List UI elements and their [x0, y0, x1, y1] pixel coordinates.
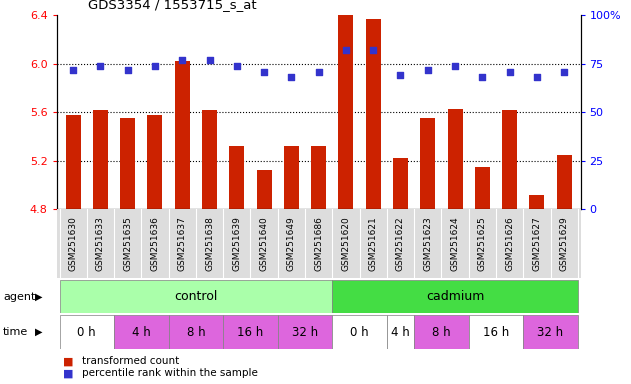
- Bar: [420, 118, 435, 209]
- Text: 16 h: 16 h: [483, 326, 509, 339]
- Bar: [387, 315, 414, 349]
- Bar: [447, 109, 463, 209]
- Bar: [502, 110, 517, 209]
- Text: transformed count: transformed count: [82, 356, 179, 366]
- Text: GSM251625: GSM251625: [478, 217, 487, 271]
- Bar: [202, 110, 217, 209]
- Text: ▶: ▶: [35, 291, 42, 302]
- Point: [368, 47, 378, 53]
- Bar: [148, 115, 163, 209]
- Text: GSM251629: GSM251629: [560, 217, 569, 271]
- Bar: [168, 315, 223, 349]
- Point: [286, 74, 297, 81]
- Bar: [333, 280, 578, 313]
- Bar: [59, 315, 114, 349]
- Bar: [366, 19, 380, 209]
- Bar: [475, 167, 490, 209]
- Bar: [529, 195, 545, 209]
- Point: [505, 68, 515, 74]
- Text: agent: agent: [3, 291, 35, 302]
- Text: GSM251621: GSM251621: [369, 217, 378, 271]
- Bar: [393, 158, 408, 209]
- Bar: [278, 315, 333, 349]
- Bar: [93, 110, 108, 209]
- Text: GSM251686: GSM251686: [314, 217, 323, 271]
- Text: GSM251626: GSM251626: [505, 217, 514, 271]
- Point: [150, 63, 160, 69]
- Text: GDS3354 / 1553715_s_at: GDS3354 / 1553715_s_at: [88, 0, 257, 12]
- Point: [477, 74, 487, 81]
- Bar: [414, 315, 469, 349]
- Text: cadmium: cadmium: [426, 290, 484, 303]
- Text: GSM251630: GSM251630: [69, 217, 78, 271]
- Text: GSM251638: GSM251638: [205, 217, 214, 271]
- Point: [95, 63, 105, 69]
- Text: 0 h: 0 h: [78, 326, 96, 339]
- Bar: [333, 315, 387, 349]
- Bar: [523, 315, 578, 349]
- Point: [396, 73, 406, 79]
- Text: GSM251640: GSM251640: [259, 217, 269, 271]
- Point: [177, 57, 187, 63]
- Text: 4 h: 4 h: [391, 326, 410, 339]
- Point: [559, 68, 569, 74]
- Text: GSM251639: GSM251639: [232, 217, 241, 271]
- Text: GSM251636: GSM251636: [150, 217, 160, 271]
- Text: ■: ■: [63, 356, 74, 366]
- Text: GSM251637: GSM251637: [178, 217, 187, 271]
- Point: [423, 66, 433, 73]
- Bar: [557, 155, 572, 209]
- Bar: [257, 170, 271, 209]
- Text: 8 h: 8 h: [187, 326, 205, 339]
- Point: [450, 63, 460, 69]
- Text: 0 h: 0 h: [350, 326, 369, 339]
- Bar: [59, 280, 333, 313]
- Text: 16 h: 16 h: [237, 326, 264, 339]
- Text: control: control: [174, 290, 218, 303]
- Bar: [284, 146, 299, 209]
- Text: 8 h: 8 h: [432, 326, 451, 339]
- Text: GSM251635: GSM251635: [123, 217, 133, 271]
- Bar: [66, 115, 81, 209]
- Text: GSM251620: GSM251620: [341, 217, 350, 271]
- Point: [259, 68, 269, 74]
- Point: [314, 68, 324, 74]
- Text: GSM251623: GSM251623: [423, 217, 432, 271]
- Text: 4 h: 4 h: [132, 326, 151, 339]
- Point: [341, 47, 351, 53]
- Text: GSM251627: GSM251627: [533, 217, 541, 271]
- Text: ■: ■: [63, 368, 74, 379]
- Text: 32 h: 32 h: [292, 326, 318, 339]
- Bar: [121, 118, 135, 209]
- Bar: [229, 146, 244, 209]
- Point: [68, 66, 78, 73]
- Bar: [338, 15, 353, 209]
- Text: GSM251622: GSM251622: [396, 217, 405, 271]
- Bar: [311, 146, 326, 209]
- Text: GSM251624: GSM251624: [451, 217, 459, 271]
- Point: [204, 57, 215, 63]
- Bar: [223, 315, 278, 349]
- Text: GSM251649: GSM251649: [287, 217, 296, 271]
- Text: time: time: [3, 327, 28, 337]
- Bar: [469, 315, 523, 349]
- Text: ▶: ▶: [35, 327, 42, 337]
- Text: percentile rank within the sample: percentile rank within the sample: [82, 368, 258, 379]
- Point: [232, 63, 242, 69]
- Bar: [114, 315, 168, 349]
- Bar: [175, 61, 190, 209]
- Point: [122, 66, 133, 73]
- Point: [532, 74, 542, 81]
- Text: 32 h: 32 h: [538, 326, 563, 339]
- Text: GSM251633: GSM251633: [96, 217, 105, 271]
